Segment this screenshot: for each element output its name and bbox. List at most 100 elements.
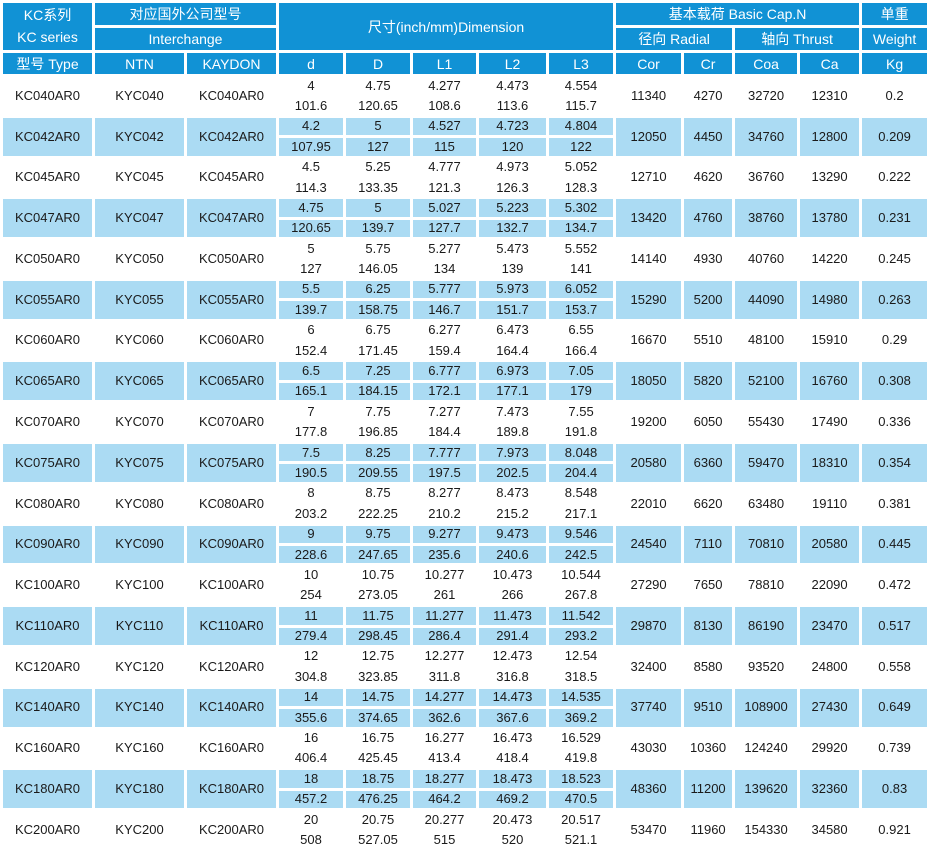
cell-ca: 17490 [800, 403, 860, 442]
cell-L3-mm: 166.4 [549, 342, 614, 360]
cell-coa: 59470 [735, 444, 798, 482]
cell-L2-inch: 6.973 [479, 362, 546, 380]
cell-cr: 9510 [684, 688, 733, 727]
cell-ntn: KYC042 [95, 117, 184, 156]
cell-coa: 38760 [735, 199, 798, 238]
cell-L2-mm: 367.6 [479, 709, 546, 727]
cell-type: KC080AR0 [3, 484, 92, 523]
cell-cr: 5820 [684, 362, 733, 401]
cell-ntn: KYC160 [95, 729, 184, 768]
cell-L3-inch: 11.542 [549, 607, 614, 625]
cell-kaydon: KC080AR0 [187, 484, 276, 523]
cell-D-inch: 8.75 [346, 484, 410, 503]
cell-cor: 18050 [616, 362, 682, 401]
header-series-en: KC series [17, 28, 78, 45]
table-row-inch: KC100AR0 KYC100 KC100AR0 10 10.75 10.277 10.47… [3, 566, 928, 605]
cell-L1-mm: 197.5 [413, 464, 476, 482]
cell-L3-mm: 141 [549, 260, 614, 278]
cell-coa: 44090 [735, 280, 798, 319]
cell-ca: 27430 [800, 688, 860, 727]
cell-L2-mm: 189.8 [479, 423, 546, 442]
cell-D-inch: 7.75 [346, 403, 410, 421]
cell-type: KC047AR0 [3, 199, 92, 238]
cell-L2-mm: 469.2 [479, 790, 546, 809]
header-basic-cap: 基本载荷 Basic Cap.N [616, 3, 860, 25]
cell-ca: 22090 [800, 566, 860, 605]
cell-cor: 53470 [616, 811, 682, 849]
cell-L3-mm: 318.5 [549, 668, 614, 686]
cell-L1-mm: 159.4 [413, 342, 476, 360]
cell-L3-mm: 134.7 [549, 219, 614, 238]
cell-type: KC050AR0 [3, 240, 92, 278]
cell-D-mm: 209.55 [346, 464, 410, 482]
cell-weight: 0.472 [862, 566, 928, 605]
cell-L2-mm: 120 [479, 138, 546, 156]
cell-D-inch: 10.75 [346, 566, 410, 584]
table-row-inch: KC160AR0 KYC160 KC160AR0 16 16.75 16.277 16.47… [3, 729, 928, 768]
cell-L2-mm: 151.7 [479, 301, 546, 319]
cell-d-mm: 177.8 [279, 423, 343, 442]
cell-ntn: KYC080 [95, 484, 184, 523]
cell-D-mm: 120.65 [346, 97, 410, 115]
cell-cor: 14140 [616, 240, 682, 278]
cell-kaydon: KC055AR0 [187, 280, 276, 319]
cell-cor: 27290 [616, 566, 682, 605]
cell-cor: 13420 [616, 199, 682, 238]
cell-type: KC090AR0 [3, 525, 92, 564]
cell-D-inch: 12.75 [346, 647, 410, 666]
cell-cor: 22010 [616, 484, 682, 523]
cell-D-inch: 5 [346, 117, 410, 136]
cell-L3-inch: 9.546 [549, 525, 614, 543]
cell-L1-inch: 7.277 [413, 403, 476, 421]
column-header-Ca: Ca [800, 53, 860, 74]
cell-ca: 16760 [800, 362, 860, 401]
table-row-inch: KC090AR0 KYC090 KC090AR0 9 9.75 9.277 9.473 9.5… [3, 525, 928, 564]
cell-L3-mm: 267.8 [549, 586, 614, 605]
cell-d-inch: 7 [279, 403, 343, 421]
cell-cor: 20580 [616, 444, 682, 482]
cell-L2-mm: 316.8 [479, 668, 546, 686]
cell-L1-inch: 4.277 [413, 77, 476, 95]
cell-L1-mm: 184.4 [413, 423, 476, 442]
cell-L3-mm: 419.8 [549, 749, 614, 768]
cell-weight: 0.263 [862, 280, 928, 319]
header-dimension: 尺寸(inch/mm)Dimension [279, 3, 614, 50]
cell-D-mm: 171.45 [346, 342, 410, 360]
table-row-mm: 203.2 222.25 210.2 215.2 217.1 [3, 505, 927, 523]
table-row-inch: KC055AR0 KYC055 KC055AR0 5.5 6.25 5.777 5.973 6… [3, 280, 928, 319]
cell-ca: 18310 [800, 444, 860, 482]
cell-d-inch: 6.5 [279, 362, 343, 380]
cell-D-inch: 5.75 [346, 240, 410, 258]
cell-L1-inch: 7.777 [413, 444, 476, 462]
cell-coa: 48100 [735, 321, 798, 360]
table-row-mm: 177.8 196.85 184.4 189.8 191.8 [3, 423, 927, 442]
cell-L2-inch: 18.473 [479, 770, 546, 788]
cell-d-mm: 127 [279, 260, 343, 278]
header-weight-en: Weight [862, 28, 928, 50]
cell-d-inch: 18 [279, 770, 343, 788]
cell-D-inch: 14.75 [346, 688, 410, 707]
cell-kaydon: KC120AR0 [187, 647, 276, 686]
table-row-inch: KC120AR0 KYC120 KC120AR0 12 12.75 12.277 12.47… [3, 647, 928, 686]
cell-ca: 32360 [800, 770, 860, 809]
cell-type: KC180AR0 [3, 770, 92, 809]
cell-weight: 0.517 [862, 607, 928, 645]
table-row-mm: 304.8 323.85 311.8 316.8 318.5 [3, 668, 927, 686]
cell-L2-inch: 14.473 [479, 688, 546, 707]
cell-cr: 10360 [684, 729, 733, 768]
cell-L2-inch: 11.473 [479, 607, 546, 625]
cell-d-mm: 114.3 [279, 178, 343, 197]
cell-kaydon: KC042AR0 [187, 117, 276, 156]
cell-kaydon: KC050AR0 [187, 240, 276, 278]
cell-L1-mm: 261 [413, 586, 476, 605]
cell-L2-mm: 126.3 [479, 178, 546, 197]
cell-D-inch: 7.25 [346, 362, 410, 380]
cell-L1-mm: 134 [413, 260, 476, 278]
table-row-inch: KC040AR0 KYC040 KC040AR0 4 4.75 4.277 4.473 4.5… [3, 77, 928, 115]
cell-L2-inch: 9.473 [479, 525, 546, 543]
cell-coa: 34760 [735, 117, 798, 156]
cell-L1-inch: 9.277 [413, 525, 476, 543]
cell-cor: 16670 [616, 321, 682, 360]
cell-cor: 37740 [616, 688, 682, 727]
cell-kaydon: KC200AR0 [187, 811, 276, 849]
